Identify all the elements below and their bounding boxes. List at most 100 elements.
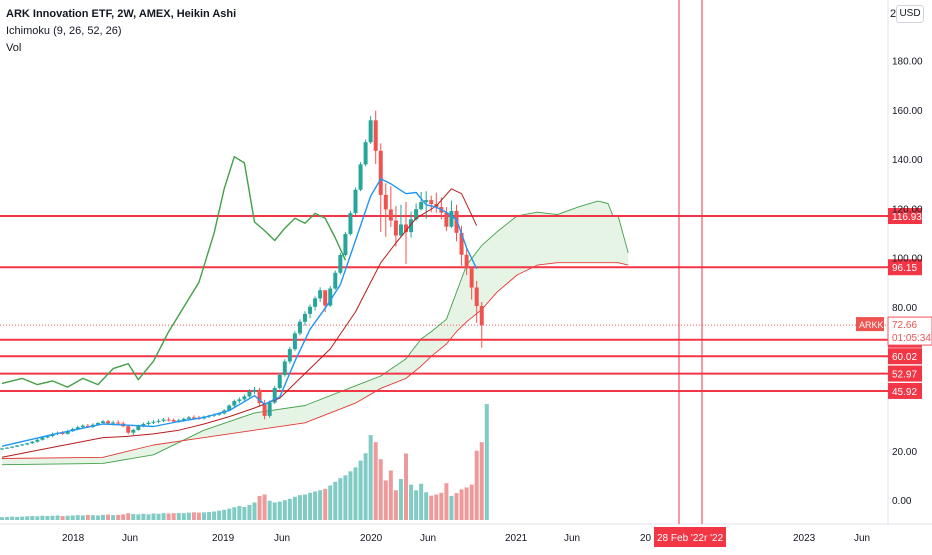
volume-bar xyxy=(156,513,161,520)
candle xyxy=(444,206,449,232)
price-axis-tick: 180.00 xyxy=(892,57,923,68)
price-axis-tick: 100.00 xyxy=(892,254,923,265)
candle-body xyxy=(343,234,348,256)
time-axis-tick: 2023 xyxy=(793,533,816,544)
tenkan-sen-line xyxy=(1,178,478,447)
volume-bar xyxy=(222,509,227,520)
candle xyxy=(287,346,292,364)
candle xyxy=(454,204,459,242)
candle-body xyxy=(15,445,20,447)
volume-bar xyxy=(171,513,176,520)
candle xyxy=(277,373,282,390)
senkou-span-a-line xyxy=(1,200,629,466)
volume-bar xyxy=(449,495,454,520)
candle xyxy=(333,270,338,290)
volume-bar xyxy=(101,514,105,520)
volume-bar xyxy=(333,481,338,520)
volume-bar xyxy=(202,512,206,520)
candle-body xyxy=(303,313,307,322)
candle xyxy=(292,331,297,352)
volume-bar xyxy=(383,480,388,520)
level-label: 45.92 xyxy=(892,387,917,398)
candle xyxy=(25,442,30,446)
candle-body xyxy=(20,444,25,446)
candle xyxy=(116,420,121,425)
time-axis-tick: 2021 xyxy=(505,533,528,544)
plot-area xyxy=(0,0,888,550)
volume-bar xyxy=(40,515,45,520)
time-marker-bg xyxy=(654,527,704,547)
candle-body xyxy=(65,431,70,434)
volume-bar xyxy=(45,516,50,520)
level-label: 52.97 xyxy=(892,370,917,381)
volume-bar xyxy=(95,515,100,520)
candle xyxy=(126,425,131,435)
candle xyxy=(257,387,262,406)
volume-bar xyxy=(404,453,408,520)
volume-bar xyxy=(126,513,131,520)
candle xyxy=(247,389,252,398)
candle xyxy=(313,296,318,311)
candle xyxy=(363,139,368,167)
volume-bar xyxy=(186,512,191,520)
volume-bar xyxy=(378,459,383,520)
currency-button[interactable]: USD xyxy=(896,5,924,23)
time-axis-tick: 2019 xyxy=(212,533,235,544)
volume-bar xyxy=(30,516,35,520)
volume-bar xyxy=(116,514,121,520)
candle xyxy=(232,399,237,408)
candle xyxy=(267,400,272,418)
candle-body xyxy=(131,429,136,433)
candle-body xyxy=(171,420,176,422)
candle-body xyxy=(161,419,166,421)
volume-legend[interactable]: Vol xyxy=(6,42,22,54)
symbol-title[interactable]: ARK Innovation ETF, 2W, AMEX, Heikin Ash… xyxy=(6,8,237,20)
volume-bar xyxy=(176,512,181,520)
candle-body xyxy=(363,142,368,165)
candle-body xyxy=(232,401,237,406)
price-axis-tick: 120.00 xyxy=(892,204,923,215)
volume-bar xyxy=(237,505,242,520)
candle xyxy=(449,200,454,229)
volume-bar xyxy=(287,498,292,520)
symbol-badge xyxy=(856,317,884,332)
last-price-label-bg xyxy=(887,316,932,346)
volume-bar xyxy=(90,515,95,520)
time-marker-label: 28 Feb '22 xyxy=(657,533,704,544)
time-axis-tick: Jun xyxy=(420,533,436,544)
candle xyxy=(161,417,166,423)
time-axis-tick: 2018 xyxy=(62,533,85,544)
candle-body xyxy=(10,446,15,448)
candle-body xyxy=(373,120,378,151)
candle-body xyxy=(45,436,50,438)
time-axis-tick: Jun xyxy=(122,533,138,544)
candle xyxy=(252,387,257,395)
chikou-span-line xyxy=(1,156,347,388)
volume-bar xyxy=(75,515,80,520)
candle-body xyxy=(358,164,363,190)
ichimoku-legend[interactable]: Ichimoku (9, 26, 52, 26) xyxy=(6,25,122,37)
candle xyxy=(338,252,343,275)
level-label: 96.15 xyxy=(892,263,917,274)
candle xyxy=(10,446,15,449)
candle-body xyxy=(272,388,277,403)
candle-body xyxy=(398,224,403,236)
candle xyxy=(328,286,333,307)
candle xyxy=(237,397,242,404)
candle-body xyxy=(136,425,141,430)
volume-bar xyxy=(181,513,186,520)
candle xyxy=(20,443,25,446)
candle-body xyxy=(116,422,121,424)
candle-body xyxy=(242,396,247,400)
candle-body xyxy=(252,389,257,392)
symbol-badge-label: ARKK xyxy=(859,320,884,330)
candle-body xyxy=(313,298,318,307)
volume-bar xyxy=(111,515,116,520)
time-marker-bg-2 xyxy=(704,527,726,547)
level-label: 116.93 xyxy=(892,212,922,223)
candle xyxy=(303,311,307,326)
volume-bar xyxy=(257,495,262,520)
candle xyxy=(378,143,383,232)
